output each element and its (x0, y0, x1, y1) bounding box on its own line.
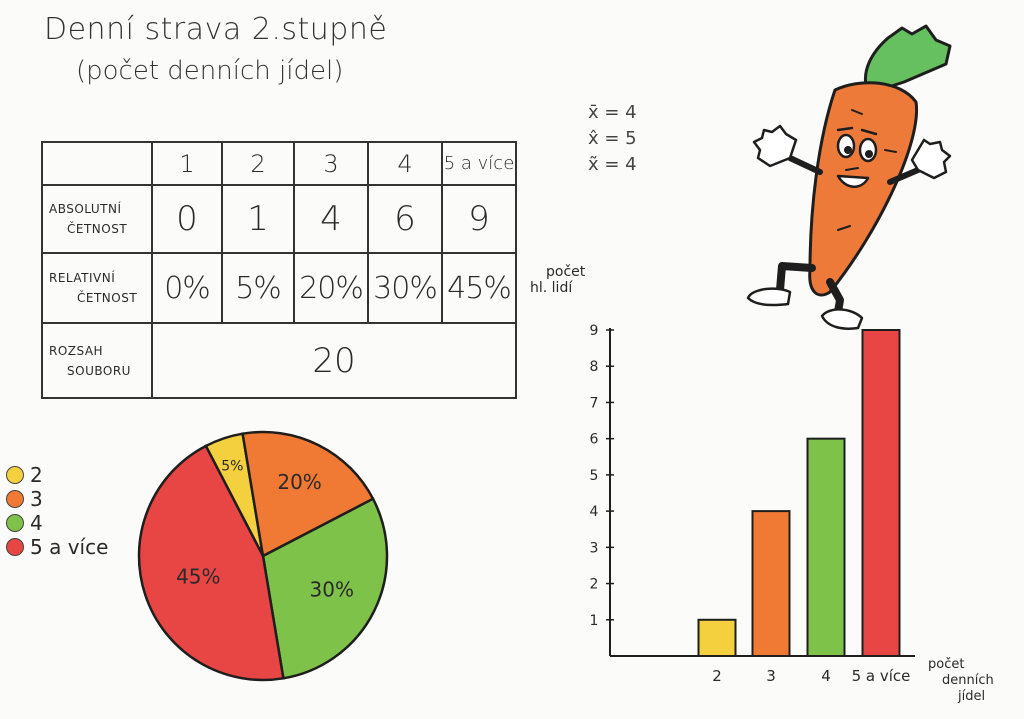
sample-size-label: ROZSAH SOUBORU (41, 322, 153, 399)
carrot-left-pupil (844, 146, 852, 154)
relative-frequency-row: RELATIVNÍ ČETNOST 0% 5% 20% 30% 45% (41, 252, 517, 324)
x-tick-label: 3 (766, 667, 776, 685)
page-subtitle: (počet denních jídel) (76, 56, 344, 86)
table-cell: 1 (221, 184, 295, 254)
carrot-left-glove (752, 124, 798, 168)
carrot-right-shoe (820, 308, 864, 330)
table-cell: 9 (441, 184, 517, 254)
table-cell: 30% (367, 252, 443, 324)
row-label-line: SOUBORU (67, 363, 131, 378)
carrot-right-glove (910, 138, 952, 180)
table-cell: 0 (151, 184, 223, 254)
legend-item: 5 a více (6, 535, 108, 559)
carrot-body (808, 81, 919, 297)
carrot-ridge (837, 109, 897, 231)
bar (697, 618, 737, 657)
pie-chart: 5% 20% 30% 45% (137, 430, 389, 682)
table-cell: 45% (441, 252, 517, 324)
pie-slice-label: 30% (310, 577, 354, 601)
table-cell: 0% (151, 252, 223, 324)
legend-label: 2 (30, 463, 43, 487)
legend-item: 4 (6, 511, 108, 535)
legend-item: 2 (6, 463, 108, 487)
row-label-line: RELATIVNÍ (49, 271, 116, 285)
pie-slice (241, 430, 375, 558)
pie-slice (261, 497, 389, 680)
pie-slice-label: 45% (176, 565, 220, 589)
absolute-frequency-row: ABSOLUTNÍ ČETNOST 0 1 4 6 9 (41, 184, 517, 254)
carrot-brows (836, 126, 878, 136)
table-header-row: 1 2 3 4 5 a více (41, 141, 517, 186)
sample-size-row: ROZSAH SOUBORU 20 (41, 322, 517, 399)
bar (751, 510, 791, 657)
header-cell: 5 a více (441, 141, 517, 186)
x-tick-label: 4 (821, 667, 831, 685)
legend-swatch (6, 538, 24, 556)
carrot-left-shoe (746, 287, 792, 307)
carrot-right-arm (887, 167, 921, 185)
relative-frequency-label: RELATIVNÍ ČETNOST (41, 252, 153, 324)
legend-swatch (6, 490, 24, 508)
mean-stat: x̄ = 4 (588, 102, 637, 123)
statistics-block: x̄ = 4 x̂ = 5 x̃ = 4 (588, 100, 637, 178)
pie-slice-label: 20% (277, 470, 321, 494)
table-cell: 6 (367, 184, 443, 254)
bar (806, 437, 846, 657)
carrot-left-arm (787, 155, 823, 175)
row-label-line: ČETNOST (67, 222, 128, 236)
legend-item: 3 (6, 487, 108, 511)
row-label-line: ABSOLUTNÍ (49, 202, 122, 216)
y-tick-label: 7 (590, 395, 599, 411)
absolute-frequency-label: ABSOLUTNÍ ČETNOST (41, 184, 153, 254)
bar (861, 329, 901, 657)
median-stat: x̃ = 4 (588, 154, 637, 175)
table-cell: 5% (221, 252, 295, 324)
carrot-mascot-illustration (746, 24, 952, 330)
y-tick-label: 1 (590, 613, 599, 629)
x-axis-label: jídel (957, 689, 985, 704)
table-cell: 4 (293, 184, 369, 254)
pie-slice (137, 444, 285, 682)
frequency-table: 1 2 3 4 5 a více ABSOLUTNÍ ČETNOST 0 1 4… (41, 141, 517, 399)
x-axis-label: denních (942, 673, 994, 688)
carrot-left-leg (776, 262, 816, 294)
carrot-right-pupil (865, 150, 873, 158)
pie-slice-label: 5% (221, 458, 243, 474)
pie-legend: 2 3 4 5 a více (6, 463, 108, 559)
row-label-line: ROZSAH (49, 343, 104, 358)
legend-label: 4 (30, 511, 43, 535)
header-cell: 1 (151, 141, 223, 186)
carrot-right-leg (826, 278, 844, 316)
table-cell: 20% (293, 252, 369, 324)
header-cell: 2 (221, 141, 295, 186)
legend-label: 3 (30, 487, 43, 511)
x-tick-label: 2 (712, 667, 722, 685)
y-tick-label: 5 (590, 468, 599, 484)
y-axis-label: počet (546, 264, 586, 280)
header-cell: 3 (293, 141, 369, 186)
y-axis-label: hl. lidí (530, 280, 573, 296)
page-title: Denní strava 2.stupně (44, 12, 388, 47)
x-tick-label: 5 a více (852, 667, 911, 685)
y-tick-label: 4 (590, 504, 599, 520)
legend-label: 5 a více (30, 535, 109, 559)
carrot-mouth (836, 174, 870, 188)
legend-swatch (6, 466, 24, 484)
y-tick-label: 2 (590, 577, 599, 593)
sample-size-value: 20 (151, 322, 517, 399)
x-axis-label: počet (928, 657, 964, 672)
y-tick-label: 8 (590, 359, 599, 375)
mode-stat: x̂ = 5 (588, 128, 637, 149)
table-corner-cell (41, 141, 153, 186)
row-label-line: ČETNOST (77, 291, 138, 305)
y-tick-label: 9 (590, 323, 599, 339)
y-tick-label: 6 (590, 432, 599, 448)
carrot-left-eye (836, 133, 856, 159)
y-tick-label: 3 (590, 540, 599, 556)
header-cell: 4 (367, 141, 443, 186)
legend-swatch (6, 514, 24, 532)
